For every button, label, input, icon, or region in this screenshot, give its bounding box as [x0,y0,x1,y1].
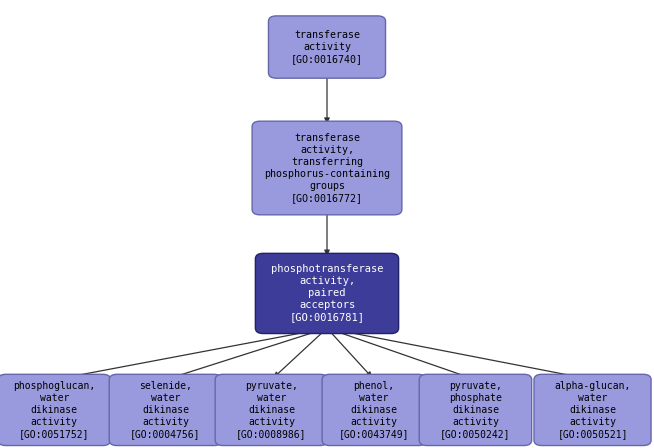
Text: transferase
activity
[GO:0016740]: transferase activity [GO:0016740] [291,30,363,64]
FancyBboxPatch shape [268,16,385,78]
Text: pyruvate,
phosphate
dikinase
activity
[GO:0050242]: pyruvate, phosphate dikinase activity [G… [440,381,511,439]
FancyBboxPatch shape [252,121,402,215]
Text: phosphoglucan,
water
dikinase
activity
[GO:0051752]: phosphoglucan, water dikinase activity [… [13,381,95,439]
Text: transferase
activity,
transferring
phosphorus-containing
groups
[GO:0016772]: transferase activity, transferring phosp… [264,133,390,203]
FancyBboxPatch shape [215,375,328,445]
Text: pyruvate,
water
dikinase
activity
[GO:0008986]: pyruvate, water dikinase activity [GO:00… [236,381,307,439]
Text: phenol,
water
dikinase
activity
[GO:0043749]: phenol, water dikinase activity [GO:0043… [339,381,409,439]
Text: selenide,
water
dikinase
activity
[GO:0004756]: selenide, water dikinase activity [GO:00… [130,381,201,439]
FancyBboxPatch shape [534,375,651,445]
Text: phosphotransferase
activity,
paired
acceptors
[GO:0016781]: phosphotransferase activity, paired acce… [271,264,383,323]
FancyBboxPatch shape [0,375,111,445]
FancyBboxPatch shape [255,254,398,333]
Text: alpha-glucan,
water
dikinase
activity
[GO:0050521]: alpha-glucan, water dikinase activity [G… [555,381,630,439]
FancyBboxPatch shape [322,375,426,445]
FancyBboxPatch shape [419,375,532,445]
FancyBboxPatch shape [109,375,222,445]
